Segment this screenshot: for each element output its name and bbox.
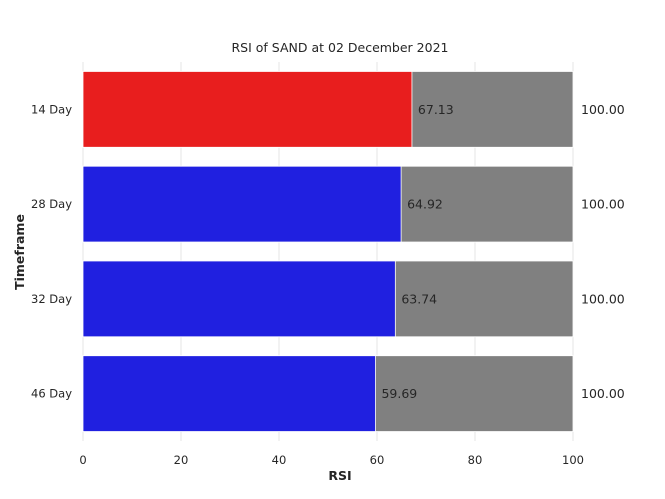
rsi-bar bbox=[82, 165, 402, 243]
x-tick-label: 60 bbox=[370, 453, 385, 467]
rsi-bar bbox=[82, 71, 413, 148]
value-label: 59.69 bbox=[381, 386, 417, 401]
x-tick-labels: 0 20 40 60 80 100 bbox=[79, 453, 584, 467]
y-tick-label: 46 Day bbox=[31, 387, 72, 401]
max-label: 100.00 bbox=[581, 102, 625, 117]
x-tick-label: 20 bbox=[174, 453, 189, 467]
rsi-bar bbox=[82, 355, 376, 432]
value-labels: 67.13 64.92 63.74 59.69 bbox=[381, 102, 453, 401]
y-axis-label: Timeframe bbox=[12, 214, 27, 290]
chart-title: RSI of SAND at 02 December 2021 bbox=[232, 40, 449, 55]
x-tick-label: 0 bbox=[79, 453, 86, 467]
x-tick-label: 80 bbox=[468, 453, 483, 467]
rsi-bars bbox=[82, 71, 413, 432]
max-label: 100.00 bbox=[581, 197, 625, 212]
y-tick-label: 28 Day bbox=[31, 197, 72, 211]
rsi-bar bbox=[82, 260, 396, 338]
x-tick-label: 40 bbox=[272, 453, 287, 467]
value-label: 63.74 bbox=[401, 291, 437, 306]
max-labels: 100.00 100.00 100.00 100.00 bbox=[581, 102, 625, 401]
y-tick-label: 32 Day bbox=[31, 292, 72, 306]
value-label: 67.13 bbox=[418, 102, 454, 117]
y-tick-label: 14 Day bbox=[31, 102, 72, 116]
max-label: 100.00 bbox=[581, 386, 625, 401]
y-tick-labels: 14 Day 28 Day 32 Day 46 Day bbox=[31, 102, 72, 400]
max-label: 100.00 bbox=[581, 291, 625, 306]
x-axis-label: RSI bbox=[328, 468, 351, 483]
x-tick-label: 100 bbox=[562, 453, 584, 467]
value-label: 64.92 bbox=[407, 197, 443, 212]
